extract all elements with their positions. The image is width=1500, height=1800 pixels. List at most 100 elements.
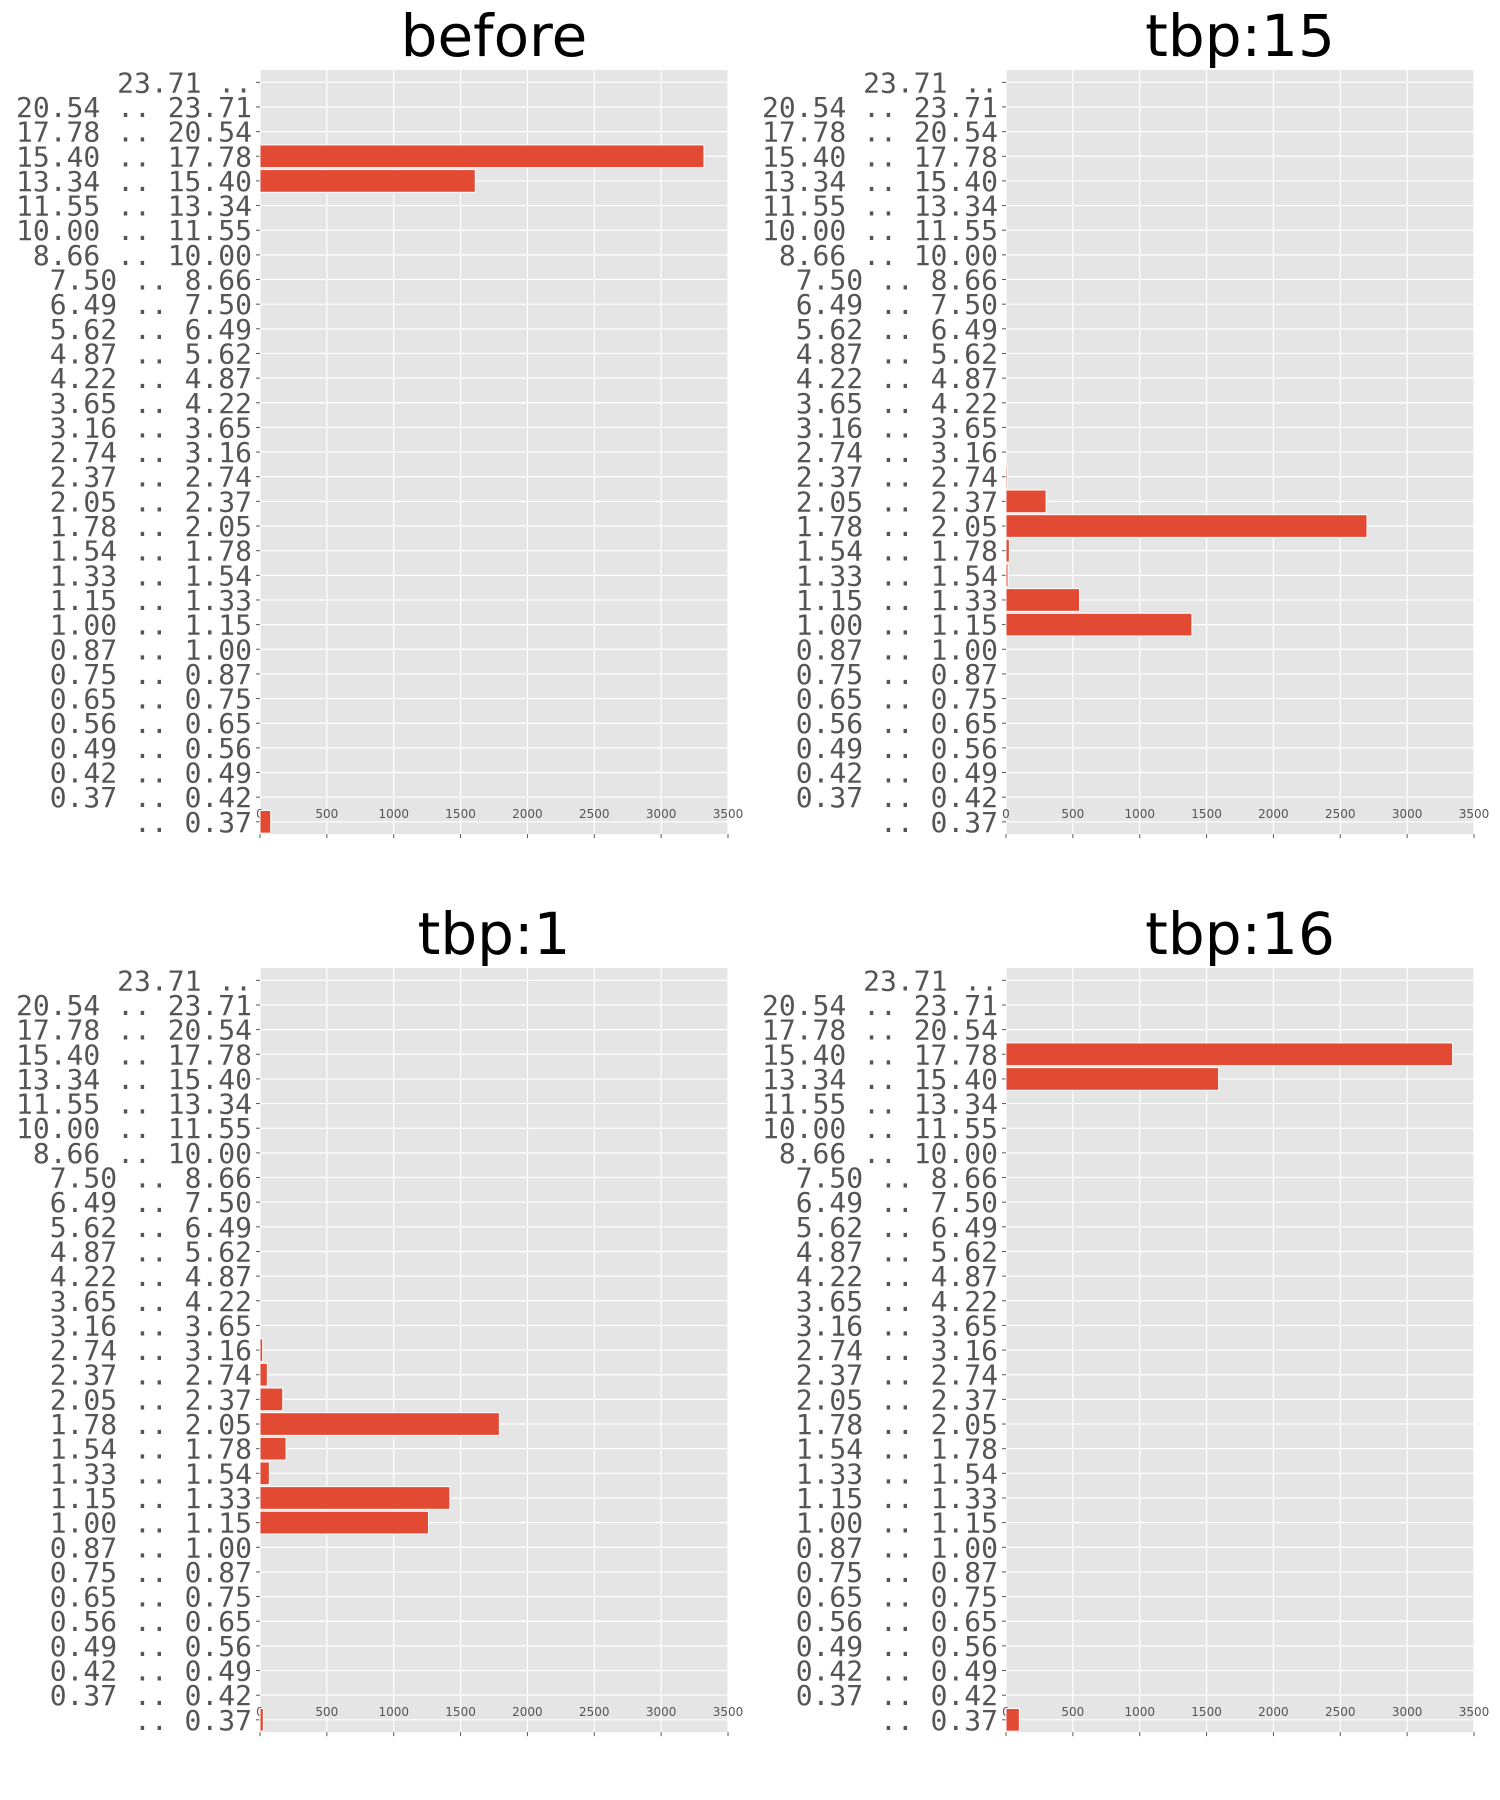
y-tick-label: 0.42 .. 0.49 [796,757,998,790]
y-tick-label: 0.49 .. 0.56 [796,1630,998,1663]
x-tick-label: 3000 [1392,807,1423,821]
bar [1005,1042,1454,1067]
y-tick-label: 4.87 .. 5.62 [796,337,998,370]
y-tick-label: 1.33 .. 1.54 [796,1457,998,1490]
bar [1005,563,1009,588]
y-tick-label: 1.78 .. 2.05 [796,1408,998,1441]
y-tick-label: 3.65 .. 4.22 [50,387,252,420]
y-tick-label: 2.74 .. 3.16 [796,1334,998,1367]
y-tick-label: 0.37 .. 0.42 [796,1679,998,1712]
y-tick-label: 0.37 .. 0.42 [50,1679,252,1712]
y-tick-label: 1.00 .. 1.15 [50,609,252,642]
chart-tbp-15: tbp:15 0 500 1000 1500 2000 2500 3000 3500 23.71 … [762,2,1490,839]
y-tick-label: 2.74 .. 3.16 [796,436,998,469]
x-tick-label: 1000 [1124,807,1155,821]
y-tick-label: 4.87 .. 5.62 [796,1235,998,1268]
y-tick-label: 1.15 .. 1.33 [50,584,252,617]
chart-tbp-1: tbp:1050010001500200025003000350023.71 .… [16,900,743,1737]
y-tick-label: 8.66 .. 10.00 [779,1137,998,1170]
bar [259,1338,264,1362]
y-tick-label: 0.87 .. 1.00 [796,1531,998,1564]
y-tick-label: 10.00 .. 11.55 [16,1112,252,1145]
bar [1005,514,1368,538]
y-tick-label: 20.54 .. 23.71 [762,91,998,124]
y-tick-label: 0.49 .. 0.56 [50,1630,252,1663]
x-tick-label: 2000 [512,807,543,821]
x-tick-label: 1500 [445,1705,476,1719]
y-tick-label: 2.05 .. 2.37 [50,1383,252,1416]
y-tick-label: 17.78 .. 20.54 [16,1014,252,1047]
chart-tbp-16: tbp:16050010001500200025003000350023.71 … [762,900,1489,1737]
y-tick-label: 0.75 .. 0.87 [50,1556,252,1589]
x-tick-label: 3000 [1392,1705,1423,1719]
y-tick-label: 0.56 .. 0.65 [796,707,998,740]
y-tick-label: 7.50 .. 8.66 [50,1162,252,1195]
x-tick-label: 2500 [1325,807,1356,821]
y-tick-label: 6.49 .. 7.50 [50,1186,252,1219]
bar [259,144,705,169]
y-tick-label: 6.49 .. 7.50 [796,288,998,321]
y-tick-label: 20.54 .. 23.71 [16,91,252,124]
y-tick-label: 1.33 .. 1.54 [796,559,998,592]
panel-tbp-15: tbp:15 0 500 1000 1500 2000 2500 3000 3500 23.71 … [746,0,1496,900]
y-tick-label: 1.15 .. 1.33 [796,584,998,617]
y-tick-label: 1.33 .. 1.54 [50,1457,252,1490]
y-tick-label: 0.87 .. 1.00 [50,633,252,666]
chart-before: before050010001500200025003000350023.71 … [16,2,743,839]
y-tick-label: 0.65 .. 0.75 [50,1581,252,1614]
y-tick-label: 2.05 .. 2.37 [50,485,252,518]
y-tick-label: 0.56 .. 0.65 [50,1605,252,1638]
y-tick-label: 1.54 .. 1.78 [50,1433,252,1466]
y-tick-label: 13.34 .. 15.40 [762,1063,998,1096]
y-tick-label: 4.22 .. 4.87 [796,362,998,395]
y-tick-label: 1.78 .. 2.05 [50,1408,252,1441]
bar [259,1707,264,1732]
y-tick-label: 3.65 .. 4.22 [796,387,998,420]
y-tick-label: 0.65 .. 0.75 [796,683,998,716]
panel-tbp-16: tbp:16050010001500200025003000350023.71 … [746,898,1496,1798]
x-tick-label: 2500 [579,807,610,821]
x-tick-label: 1500 [1191,1705,1222,1719]
y-tick-label: 23.71 .. [117,964,252,997]
y-tick-label: 5.62 .. 6.49 [50,313,252,346]
y-tick-label: 10.00 .. 11.55 [16,214,252,247]
chart-title: tbp:15 [1145,2,1335,70]
y-tick-label: .. 0.37 [880,806,998,839]
bar [259,1486,451,1510]
y-tick-label: 17.78 .. 20.54 [16,116,252,149]
y-tick-label: 15.40 .. 17.78 [762,140,998,173]
y-tick-label: 8.66 .. 10.00 [33,1137,252,1170]
x-tick-label: 1500 [1191,807,1222,821]
x-tick-label: 3500 [1459,807,1490,821]
y-tick-label: 2.37 .. 2.74 [796,1359,998,1392]
x-tick-label: 0 [1002,807,1010,821]
y-tick-label: 1.54 .. 1.78 [796,1433,998,1466]
y-tick-label: 11.55 .. 13.34 [16,190,252,223]
x-tick-label: 500 [315,807,338,821]
y-tick-label: 1.00 .. 1.15 [796,609,998,642]
bar [259,1412,500,1436]
y-tick-label: 1.00 .. 1.15 [50,1507,252,1540]
x-tick-label: 1000 [378,807,409,821]
y-tick-label: 0.75 .. 0.87 [796,1556,998,1589]
y-tick-label: 0.42 .. 0.49 [50,757,252,790]
y-tick-label: 23.71 .. [117,66,252,99]
y-tick-label: 2.05 .. 2.37 [796,485,998,518]
y-tick-label: 5.62 .. 6.49 [796,1211,998,1244]
bar [259,1436,287,1461]
y-tick-label: 0.49 .. 0.56 [50,732,252,765]
y-tick-label: 4.87 .. 5.62 [50,337,252,370]
x-tick-label: 500 [1061,807,1084,821]
y-tick-label: 15.40 .. 17.78 [16,140,252,173]
y-tick-label: 1.00 .. 1.15 [796,1507,998,1540]
y-tick-label: 1.54 .. 1.78 [50,535,252,568]
x-tick-label: 2000 [1258,807,1289,821]
x-tick-label: 500 [1061,1705,1084,1719]
y-tick-label: 3.65 .. 4.22 [796,1285,998,1318]
y-tick-label: 10.00 .. 11.55 [762,1112,998,1145]
y-tick-label: 2.05 .. 2.37 [796,1383,998,1416]
y-tick-label: 6.49 .. 7.50 [796,1186,998,1219]
y-tick-label: 0.37 .. 0.42 [796,781,998,814]
y-tick-label: 2.74 .. 3.16 [50,436,252,469]
y-tick-label: 0.75 .. 0.87 [50,658,252,691]
